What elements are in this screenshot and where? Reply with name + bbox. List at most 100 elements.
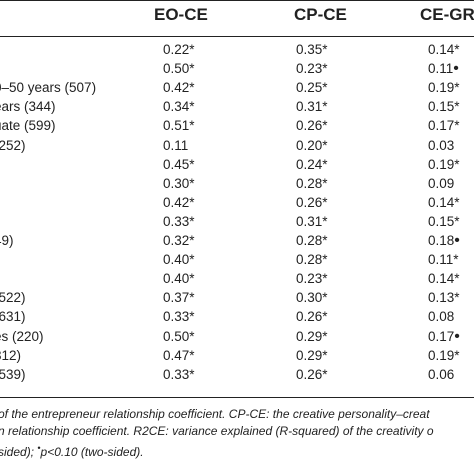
table-row: 0.40* 0.23* 0.14* <box>0 269 474 288</box>
cell-value: 0.24 <box>296 156 323 172</box>
footnote-line-1: of the entrepreneur relationship coeffic… <box>0 407 430 421</box>
significance-marker: * <box>454 80 460 96</box>
cell-value: 0.19 <box>428 347 455 363</box>
cell-eo-ce: 0.33* <box>163 307 195 326</box>
cell-value: 0.33 <box>163 366 190 382</box>
significance-marker: * <box>322 290 328 306</box>
table-row: (252) 0.11 0.20* 0.03 <box>0 136 474 155</box>
row-label: uate (599) <box>0 118 56 134</box>
significance-marker: * <box>454 290 460 306</box>
cell-value: 0.14 <box>428 42 455 57</box>
cell-ce-gr: 0.15* <box>428 97 460 116</box>
significance-marker: * <box>322 42 328 57</box>
cell-eo-ce: 0.22* <box>163 40 195 59</box>
cell-value: 0.17 <box>428 328 455 344</box>
table-row: uate (599) 0.51* 0.26* 0.17* <box>0 116 474 135</box>
significance-marker: * <box>189 328 195 344</box>
cell-cp-ce: 0.26* <box>296 116 328 135</box>
cell-ce-gr: 0.09 <box>428 174 454 193</box>
significance-marker: * <box>189 99 195 115</box>
footnote-line-3: sided); •p<0.10 (two-sided). <box>0 441 474 459</box>
cell-value: 0.03 <box>428 137 455 153</box>
cell-value: 0.13 <box>428 290 455 306</box>
cell-value: 0.34 <box>163 99 190 115</box>
table-row: 0.30* 0.28* 0.09 <box>0 174 474 193</box>
significance-marker: * <box>189 156 195 172</box>
cell-ce-gr: 0.14* <box>428 269 460 288</box>
cell-eo-ce: 0.50* <box>163 327 195 346</box>
cell-cp-ce: 0.29* <box>296 327 328 346</box>
significance-marker: * <box>454 347 460 363</box>
significance-marker: * <box>322 271 328 287</box>
cell-value: 0.08 <box>428 309 455 325</box>
cell-value: 0.37 <box>163 290 190 306</box>
cell-ce-gr: 0.11• <box>428 59 459 78</box>
cell-eo-ce: 0.47* <box>163 346 195 365</box>
cell-value: 0.17 <box>428 118 455 134</box>
table-top-rule <box>0 0 474 1</box>
significance-marker: * <box>322 252 328 268</box>
cell-value: 0.19 <box>428 156 455 172</box>
table-row: 0.42* 0.26* 0.14* <box>0 193 474 212</box>
significance-marker: * <box>322 137 328 153</box>
significance-marker: * <box>454 118 460 134</box>
table-row: (631) 0.33* 0.26* 0.08 <box>0 307 474 326</box>
table-row: 312)0.47*0.29*0.19* <box>0 346 474 365</box>
cell-cp-ce: 0.23* <box>296 269 328 288</box>
cell-cp-ce: 0.30* <box>296 288 328 307</box>
row-label: ears (344) <box>0 99 56 115</box>
table-row: es (220)0.50*0.29*0.17• <box>0 327 474 346</box>
row-label: (631) <box>0 309 26 325</box>
cell-cp-ce: 0.26* <box>296 193 328 212</box>
cell-ce-gr: 0.17• <box>428 327 460 346</box>
cell-eo-ce: 0.33* <box>163 212 195 231</box>
cell-cp-ce: 0.31* <box>296 212 328 231</box>
cell-value: 0.35 <box>296 42 323 57</box>
cell-eo-ce: 0.40* <box>163 269 195 288</box>
significance-marker: * <box>189 61 195 77</box>
cell-eo-ce: 0.32* <box>163 231 195 250</box>
cell-value: 0.15 <box>428 99 455 115</box>
row-label: 312) <box>0 347 22 363</box>
footnote-line-3-text: sided); <box>0 445 38 459</box>
cell-value: 0.31 <box>296 213 323 229</box>
table-row: 0–50 years (507) 0.42* 0.25* 0.19* <box>0 78 474 97</box>
cell-value: 0.29 <box>296 328 323 344</box>
significance-marker: * <box>322 194 328 210</box>
footnote-line-3-tail: p<0.10 (two-sided). <box>40 445 144 459</box>
cell-value: 0.15 <box>428 213 455 229</box>
cell-value: 0.29 <box>296 347 323 363</box>
cell-value: 0.40 <box>163 252 190 268</box>
cell-eo-ce: 0.37* <box>163 288 195 307</box>
cell-ce-gr: 0.18• <box>428 231 460 250</box>
cell-cp-ce: 0.28* <box>296 250 328 269</box>
table-row: 49)0.32*0.28*0.18• <box>0 231 474 250</box>
trend-marker: • <box>454 232 460 249</box>
cell-value: 0.32 <box>163 233 190 248</box>
cell-value: 0.22 <box>163 42 190 57</box>
trend-marker: • <box>453 60 459 78</box>
column-header-eo-ce: EO-CE <box>154 5 208 24</box>
row-label: (539) <box>0 366 26 382</box>
cell-value: 0.28 <box>296 252 323 268</box>
footnote-line-2: n relationship coefficient. R2CE: varian… <box>0 424 434 438</box>
cell-value: 0.20 <box>296 137 323 153</box>
cell-cp-ce: 0.26* <box>296 307 328 326</box>
row-label: es (220) <box>0 328 44 344</box>
significance-marker: * <box>454 213 460 229</box>
cell-cp-ce: 0.35* <box>296 40 328 59</box>
cell-ce-gr: 0.19* <box>428 155 460 174</box>
significance-marker: * <box>189 42 195 57</box>
cell-cp-ce: 0.23* <box>296 59 328 78</box>
cell-value: 0.19 <box>428 80 455 96</box>
significance-marker: * <box>322 347 328 363</box>
table-row: 0.33* 0.31* 0.15* <box>0 212 474 231</box>
cell-value: 0.50 <box>163 328 190 344</box>
cell-value: 0.45 <box>163 156 190 172</box>
significance-marker: * <box>189 309 195 325</box>
cell-value: 0.31 <box>296 99 323 115</box>
table-row: (522)0.37*0.30*0.13* <box>0 288 474 307</box>
cell-eo-ce: 0.30* <box>163 174 195 193</box>
cell-value: 0.47 <box>163 347 190 363</box>
cell-value: 0.30 <box>163 175 190 191</box>
